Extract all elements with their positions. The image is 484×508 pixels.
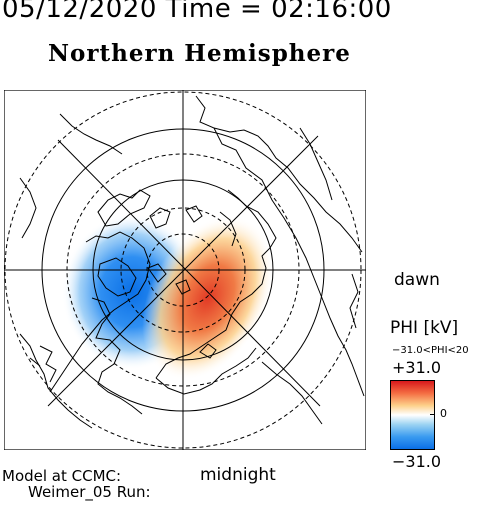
hemisphere-title: Northern Hemisphere [48, 40, 351, 67]
colorbar-max-label: +31.0 [392, 358, 442, 377]
colorbar-title: PHI [kV] [390, 318, 459, 338]
polar-map [4, 90, 366, 450]
colorbar-zero-tick [430, 414, 435, 415]
midnight-label: midnight [200, 465, 276, 485]
model-label: Model at CCMC: [2, 467, 122, 485]
meridian-line [47, 135, 319, 407]
colorbar-range: −31.0<PHI<20 [392, 345, 469, 356]
colorbar [390, 380, 435, 450]
colorbar-min-label: −31.0 [392, 452, 442, 471]
dawn-label: dawn [394, 270, 440, 290]
colorbar-mid-label: 0 [440, 407, 447, 420]
meridian-line [57, 139, 321, 407]
run-label: Weimer_05 Run: [28, 483, 151, 501]
datetime-title: 05/12/2020 Time = 02:16:00 [2, 0, 392, 24]
coastlines [19, 95, 365, 429]
